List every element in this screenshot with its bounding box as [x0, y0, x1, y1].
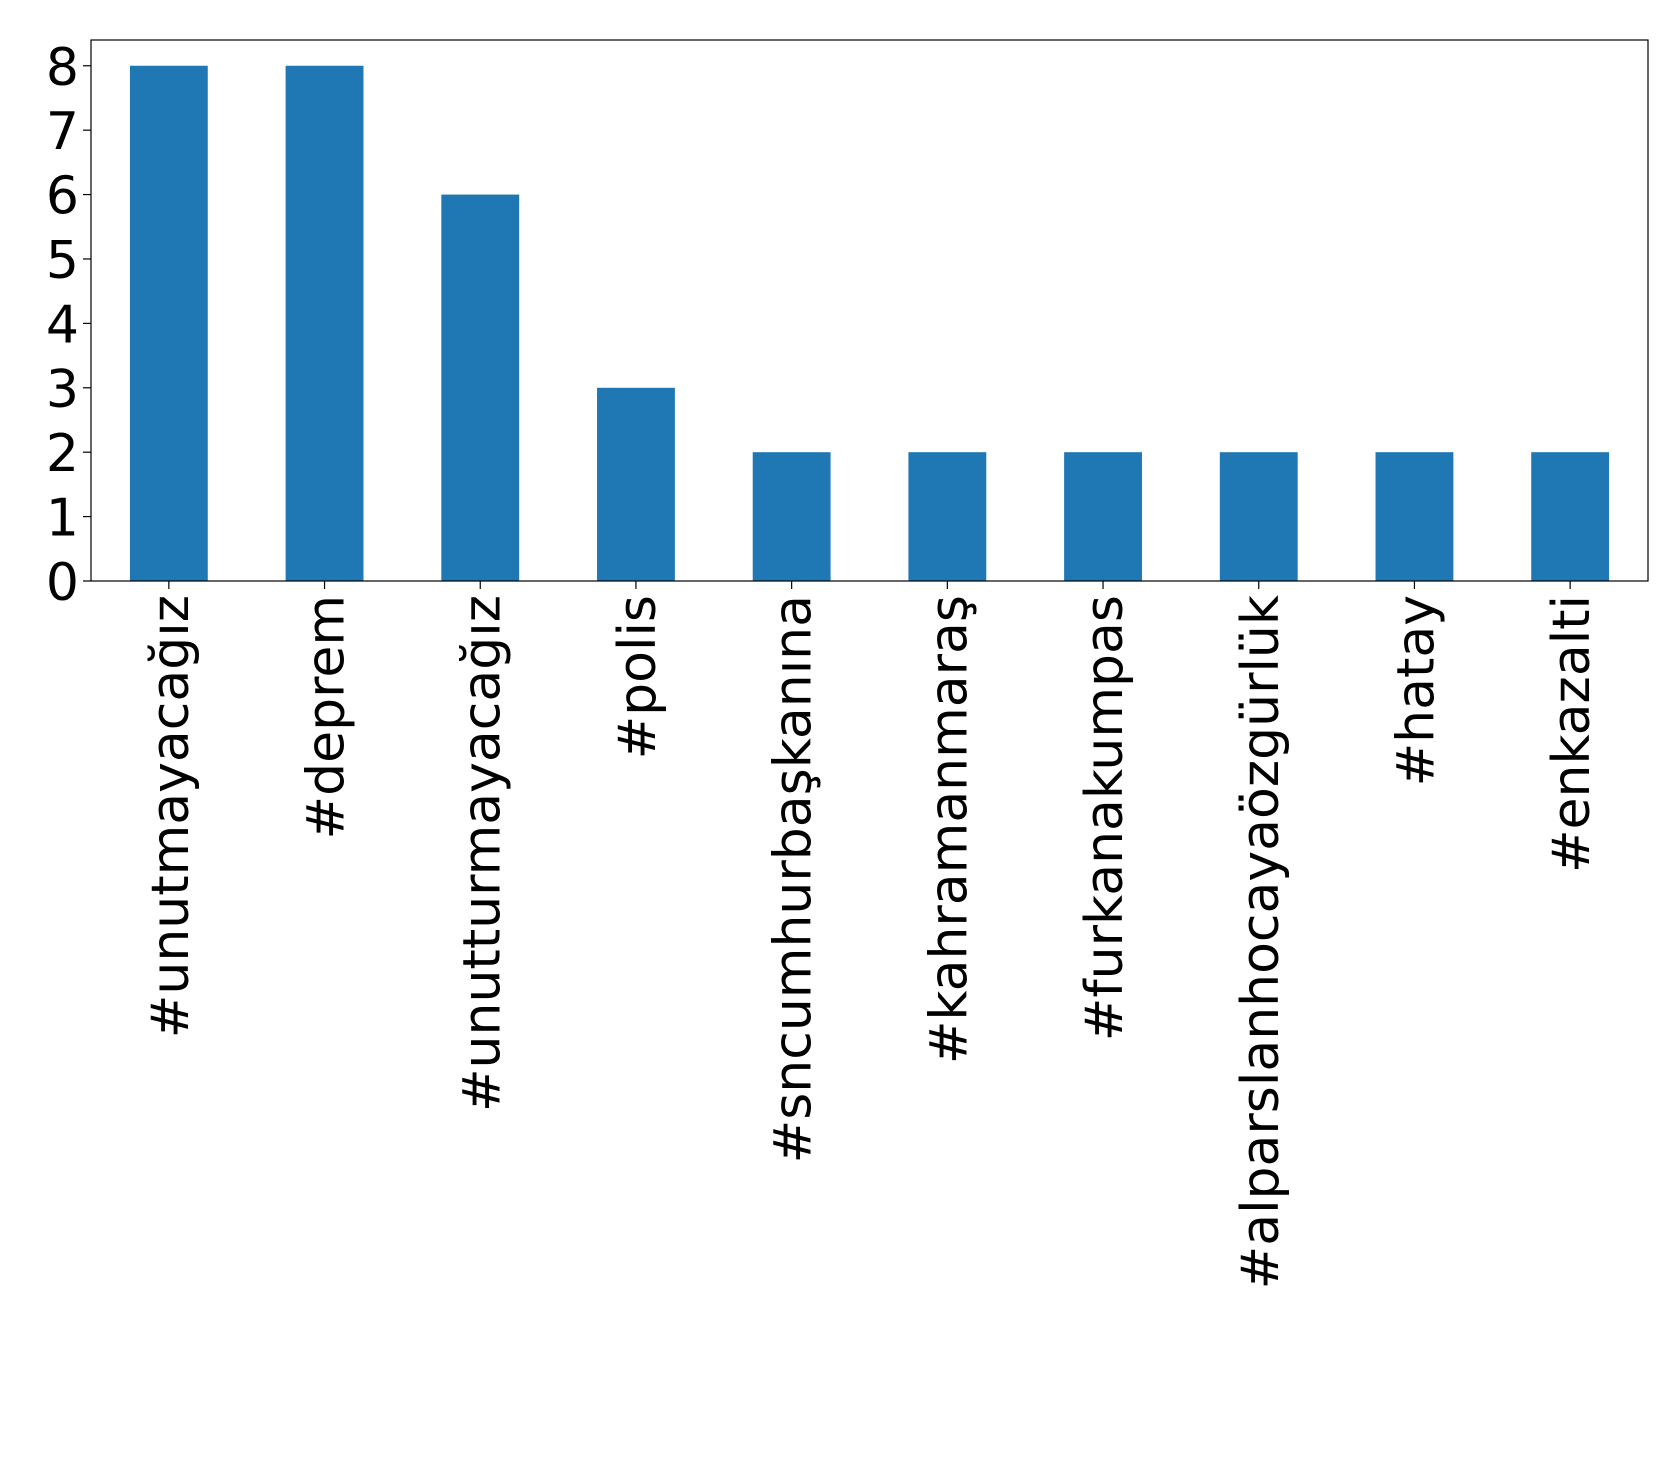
y-tick-label: 7: [46, 102, 79, 162]
y-tick-label: 1: [46, 489, 79, 549]
bar: [908, 452, 987, 581]
y-tick-label: 0: [46, 553, 79, 613]
bar: [1375, 452, 1454, 581]
bar: [752, 452, 831, 581]
x-tick-label: #deprem: [297, 595, 357, 839]
y-tick-label: 6: [46, 167, 79, 227]
bar: [1064, 452, 1142, 581]
bar: [1531, 452, 1610, 581]
x-tick-label: #sncumhurbaşkanına: [764, 595, 824, 1163]
plot-frame: [90, 39, 1649, 582]
y-tick-label: 5: [46, 231, 79, 291]
bar: [1219, 452, 1298, 581]
x-tick-label: #polis: [608, 595, 668, 759]
bar: [285, 65, 364, 581]
bar: [129, 65, 208, 581]
y-tick-label: 3: [46, 360, 79, 420]
x-tick-label: #unutmayacağız: [141, 595, 201, 1038]
x-tick-label: #furkanakumpas: [1075, 595, 1135, 1041]
y-tick-label: 8: [46, 38, 79, 98]
x-tick-label: #hatay: [1386, 595, 1446, 786]
bar: [597, 387, 675, 581]
x-tick-label: #enkazalti: [1542, 595, 1602, 873]
y-tick-label: 2: [46, 424, 79, 484]
x-tick-label: #unutturmayacağız: [452, 595, 512, 1112]
x-tick-label: #alparslanhocayaözgürlük: [1231, 595, 1291, 1289]
y-tick-label: 4: [46, 295, 79, 355]
x-tick-label: #kahramanmaraş: [919, 595, 979, 1064]
bar: [441, 194, 520, 582]
